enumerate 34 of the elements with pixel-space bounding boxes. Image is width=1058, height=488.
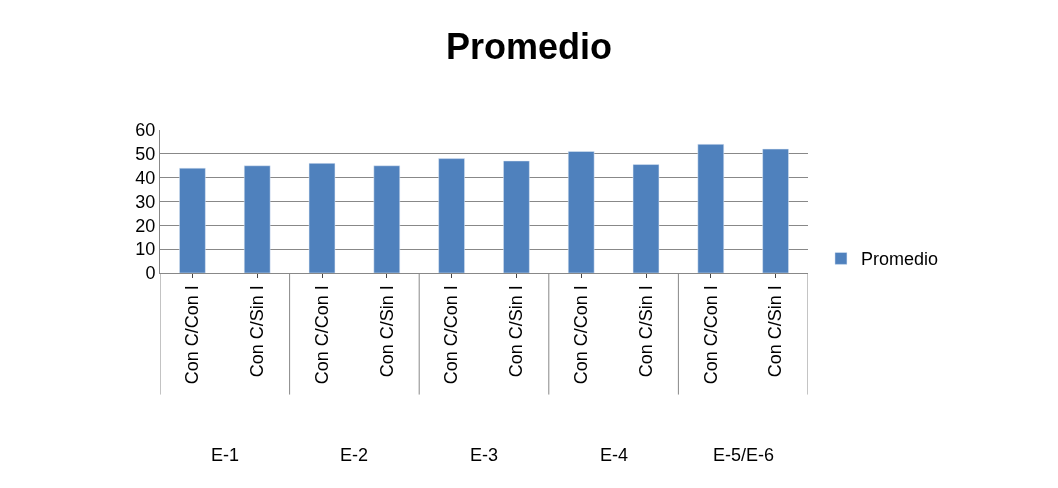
y-tick-label: 10 [135,239,156,260]
x-tick-label: Con C/Con I [571,285,592,385]
x-tick-label: Con C/Con I [311,285,332,385]
y-tick-label: 50 [135,144,156,165]
y-tick-label: 30 [135,191,156,212]
text: E-1 [211,445,240,465]
y-tick-label: 0 [145,263,156,284]
bar [308,163,336,273]
y-tick-label: 60 [135,120,156,141]
y-tick-label: 40 [135,167,156,188]
x-tick-label: Con C/Con I [182,285,203,385]
x-tick-label: Con C/Con I [441,285,462,385]
bar [373,165,401,273]
y-tick-label: 20 [135,215,156,236]
bar [567,151,595,273]
text: E-5/E-6 [713,445,775,465]
x-tick-label: Con C/Sin I [506,285,527,378]
bar [697,144,725,273]
bar [243,165,271,273]
bar [632,164,660,273]
x-tick-label: Con C/Sin I [247,285,268,378]
bar [762,148,789,273]
x-tick-label: Con C/Sin I [376,285,397,378]
text: E-4 [600,445,629,465]
text: E-2 [340,445,369,465]
x-tick-label: Con C/Con I [700,285,721,385]
bar [179,167,206,273]
text: E-3 [470,445,499,465]
chart-title: Promedio [445,26,613,68]
bar [438,158,465,273]
x-tick-label: Con C/Sin I [635,285,656,378]
legend-label: Promedio [860,249,939,270]
x-tick-label: Con C/Sin I [765,285,786,378]
bar [503,160,530,273]
